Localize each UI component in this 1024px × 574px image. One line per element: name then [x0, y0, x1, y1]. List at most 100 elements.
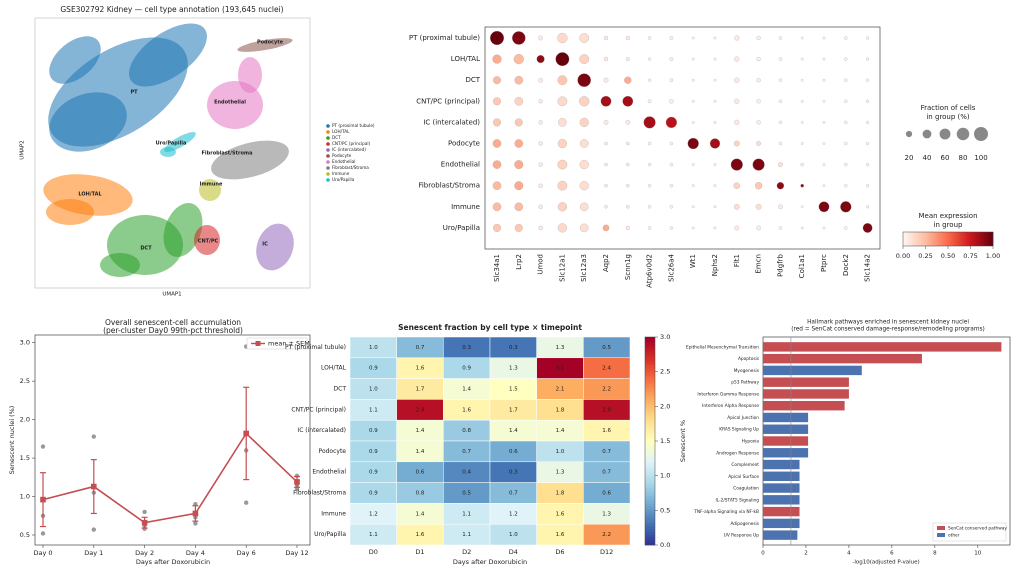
colorbar-tick-label: 0.5 [660, 506, 670, 514]
dot [822, 142, 826, 145]
colorbar-step [645, 428, 655, 431]
dot [778, 99, 783, 103]
dot [492, 54, 502, 64]
colorbar-step [645, 532, 655, 535]
dot [691, 184, 695, 188]
colorbar-step [645, 383, 655, 387]
bar [763, 389, 849, 399]
dot [840, 201, 852, 213]
cell-label: 1.6 [556, 511, 565, 517]
bar [763, 459, 800, 470]
cluster-label: IC [262, 242, 268, 248]
dot [600, 95, 612, 107]
column-label: Pdgfrb [776, 253, 784, 276]
column-label: D12 [600, 548, 613, 556]
cell-label: 1.4 [416, 449, 425, 455]
colorbar-step [645, 456, 655, 460]
colorbar-step [645, 446, 655, 450]
dot [866, 57, 870, 61]
cell-label: 0.6 [416, 470, 425, 476]
x-axis-label: Days after Doxorubicin [136, 558, 210, 566]
colorbar-step [645, 350, 655, 353]
colorbar-step [645, 467, 655, 470]
column-label: Scnn1g [624, 254, 632, 280]
dot [557, 223, 567, 233]
cell-label: 1.1 [462, 532, 471, 538]
dot [866, 120, 870, 124]
cell-label: 1.3 [556, 345, 565, 351]
category-label: Hypoxia [742, 439, 760, 445]
column-label: D4 [509, 548, 518, 556]
legend-label: PT (proximal tubule) [332, 123, 375, 128]
column-label: Col1a1 [798, 254, 806, 278]
cell-label: 0.9 [369, 366, 378, 372]
colorbar-step [645, 373, 655, 377]
colorbar-step [645, 461, 655, 465]
cluster-label: PT [130, 90, 138, 96]
colorbar-step [645, 472, 655, 476]
row-label: Fibroblast/Stroma [293, 490, 346, 497]
cell-label: 1.4 [462, 387, 471, 393]
column-label: D0 [369, 548, 378, 556]
cell-label: 1.7 [509, 407, 518, 413]
dot [866, 163, 870, 167]
colorbar-step [645, 415, 655, 418]
row-label: Endothelial [312, 469, 346, 476]
dot [713, 36, 717, 40]
colorbar-step [645, 360, 655, 364]
dot [844, 99, 848, 103]
column-label: Emcn [755, 254, 763, 274]
colorbar-step [958, 232, 961, 246]
dot [538, 183, 543, 188]
bar [763, 412, 809, 423]
dot [713, 78, 717, 82]
legend-swatch [937, 526, 945, 530]
dot [822, 184, 826, 188]
colorbar-step [645, 513, 655, 517]
dot [647, 99, 652, 104]
dot [557, 159, 568, 170]
y-axis-label: UMAP2 [20, 140, 26, 159]
plot-frame [34, 334, 311, 546]
cell-label: 0.7 [462, 449, 471, 455]
cell-label: 1.6 [462, 407, 471, 413]
dot [603, 56, 609, 62]
dot [669, 36, 674, 40]
dot [691, 205, 695, 209]
size-legend-label: 100 [974, 154, 987, 162]
colorbar-step [928, 232, 931, 246]
dot [492, 181, 502, 190]
dot [822, 36, 826, 40]
colorbar-step [645, 389, 655, 392]
y-tick-label: 1.5 [20, 454, 30, 462]
legend-swatch [326, 172, 330, 176]
colorbar-step [645, 402, 655, 405]
colorbar-step [955, 232, 958, 246]
cell-label: 0.6 [509, 449, 518, 455]
size-legend-label: 80 [959, 154, 968, 162]
dot [579, 33, 590, 43]
dot [538, 162, 543, 167]
colorbar-tick-label: 2.0 [660, 402, 670, 410]
dot [756, 78, 761, 83]
colorbar-step [645, 516, 655, 520]
dot [493, 223, 501, 232]
size-legend-dot [974, 127, 988, 141]
x-tick-label: Day 4 [186, 549, 205, 557]
dot [687, 137, 699, 150]
dot [538, 225, 543, 231]
size-legend-label: 20 [905, 154, 914, 162]
dot [514, 118, 523, 127]
dot [734, 35, 740, 41]
colorbar-step [942, 232, 944, 246]
dot [669, 184, 674, 188]
colorbar-step [972, 232, 974, 246]
bar [763, 401, 845, 411]
colorbar-step [978, 232, 980, 246]
row-label: IC (intercalated) [297, 427, 346, 434]
dot [669, 99, 674, 104]
dot [577, 73, 591, 87]
category-label: p53 Pathway [731, 380, 759, 386]
plot-frame [484, 26, 881, 250]
colorbar-step [645, 537, 655, 541]
